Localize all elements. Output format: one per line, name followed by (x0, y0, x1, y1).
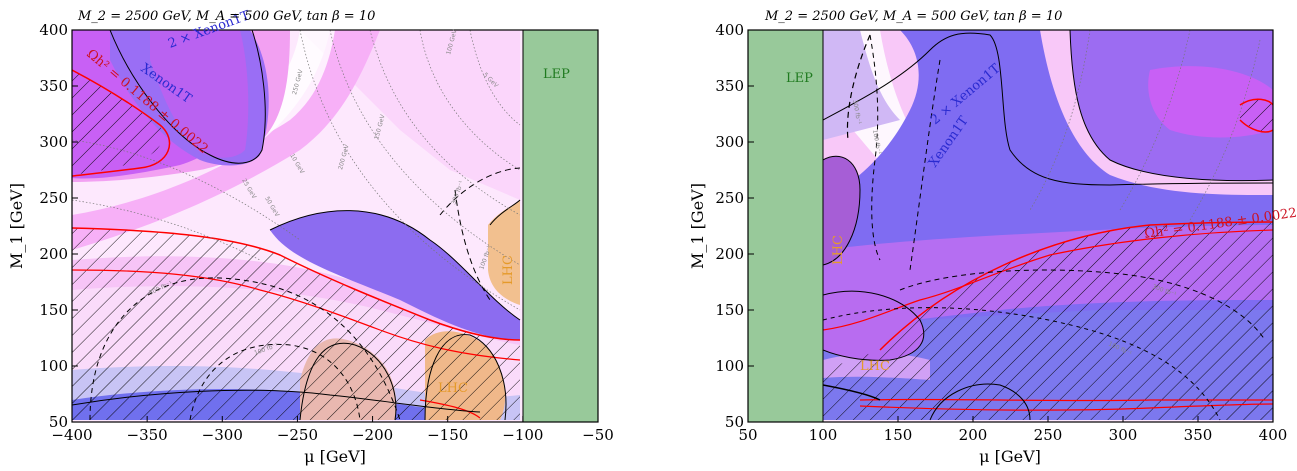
left-lep-label: LEP (543, 67, 570, 82)
left-y-axis-label: M_1 [GeV] (7, 183, 26, 269)
right-lhc-label-2: LHC (860, 359, 890, 374)
left-y-tick-label: 200 (39, 245, 68, 263)
right-relic-line-2 (823, 229, 1273, 331)
right-y-ticks: 50 100 150 200 250 300 350 400 (715, 21, 754, 431)
left-x-axis-label: μ [GeV] (304, 447, 366, 466)
right-y-tick-label: 300 (715, 133, 744, 151)
right-x-tick-label: 300 (1109, 426, 1138, 444)
right-x-tick-label: 350 (1184, 426, 1213, 444)
right-y-tick-label: 100 (715, 357, 744, 375)
left-x-tick-label: −100 (502, 426, 543, 444)
right-lumi-300-label-upper: 300 fb⁻¹ (851, 99, 862, 125)
right-y-tick-label: 350 (715, 77, 744, 95)
right-lumi-dash-2 (869, 34, 881, 261)
left-lumi-contour-upper-1 (454, 189, 491, 301)
right-y-axis-label: M_1 [GeV] (688, 183, 707, 269)
left-lhc-contour-2 (424, 334, 507, 421)
left-mid-xenon (270, 210, 520, 340)
left-mid-contour (269, 210, 521, 321)
left-x-tick-label: −150 (427, 426, 468, 444)
right-hatch-upper (1240, 99, 1273, 132)
left-lhc-label-2: LHC (438, 381, 468, 396)
left-xenon-core (150, 30, 249, 158)
right-x-tick-label: 150 (884, 426, 913, 444)
right-x-axis-label: μ [GeV] (979, 447, 1041, 466)
left-y-tick-label: 300 (39, 133, 68, 151)
left-x-ticks: −400 −350 −300 −250 −200 −150 −100 −50 (51, 416, 614, 444)
right-lumi-dash-3 (909, 59, 941, 271)
left-relic-line-4 (419, 399, 481, 419)
left-panel: LEP LHC LHC Xenon1T 2 × Xenon1T Ωh² = 0.… (7, 8, 614, 466)
left-band-pink (72, 30, 380, 250)
right-region-lavender (823, 30, 900, 140)
left-y-tick-label: 50 (49, 413, 68, 431)
left-hatch-bottom (72, 228, 520, 420)
left-x-tick-label: −400 (51, 426, 92, 444)
right-relic-line-1 (879, 221, 1273, 351)
left-y-ticks: 50 100 150 200 250 300 350 400 (39, 21, 78, 431)
left-plot-frame (71, 29, 599, 423)
right-xenon-upper-contour (1069, 30, 1273, 182)
left-y-tick-label: 400 (39, 21, 68, 39)
left-relic-line-2 (72, 69, 171, 177)
right-lhc-label-1: LHC (831, 235, 846, 265)
right-bottom-contour (929, 383, 1031, 421)
right-lumi-dash-1 (846, 34, 871, 141)
right-x-ticks: 50 100 150 200 250 300 350 400 (738, 416, 1287, 444)
left-y-tick-label: 150 (39, 301, 68, 319)
left-mass-contours (72, 30, 521, 311)
left-relic-line-3 (72, 269, 521, 361)
right-lhc-contour-1 (823, 155, 861, 266)
right-relic-line-4 (859, 403, 1273, 411)
left-region-pale (72, 30, 520, 200)
left-x-tick-label: −50 (582, 426, 614, 444)
right-lumi-100-label-upper: 100 fb⁻¹ (871, 129, 882, 155)
right-y-tick-label: 250 (715, 189, 744, 207)
right-chart-title: M_2 = 2500 GeV, M_A = 500 GeV, tan β = 1… (764, 9, 1062, 24)
right-mass-contours (1029, 30, 1261, 221)
left-lhc-region-3 (488, 200, 520, 305)
right-plot-frame (747, 29, 1274, 423)
left-x-tick-label: −300 (202, 426, 243, 444)
right-relic-line-3 (859, 398, 1273, 402)
left-bottom-contour (72, 389, 481, 413)
right-lhc-contour-2 (823, 290, 925, 361)
right-relic-line-5 (1239, 98, 1273, 106)
left-lumi-300-contour (89, 277, 401, 421)
right-y-tick-label: 400 (715, 21, 744, 39)
right-x-tick-label: 50 (738, 426, 757, 444)
left-xenon-contour (109, 30, 266, 164)
right-relic-line-6 (1239, 119, 1273, 133)
right-lep-region (748, 30, 823, 422)
right-lumi-300-contour (899, 269, 1266, 341)
left-relic-line-1 (72, 227, 521, 341)
right-xenon-contour (823, 32, 1273, 186)
left-x-tick-label: −350 (127, 426, 168, 444)
right-y-tick-label: 150 (715, 301, 744, 319)
right-x-tick-label: 400 (1259, 426, 1288, 444)
left-x-tick-label: −250 (277, 426, 318, 444)
right-lep-label: LEP (786, 71, 813, 86)
left-lhc-label-1: LHC (501, 255, 516, 285)
left-y-tick-label: 350 (39, 77, 68, 95)
left-lep-region (523, 30, 598, 422)
left-lumi-100-contour (189, 343, 361, 421)
right-bottom-contour-2 (823, 384, 881, 401)
right-panel: LEP LHC LHC Xenon1T 2 × Xenon1T Ωh² = 0.… (688, 9, 1297, 466)
left-lhc-contour-1 (299, 342, 397, 421)
left-y-tick-label: 250 (39, 189, 68, 207)
left-x-tick-label: −200 (352, 426, 393, 444)
left-y-tick-label: 100 (39, 357, 68, 375)
right-y-tick-label: 200 (715, 245, 744, 263)
right-hatch-region (823, 222, 1273, 420)
left-hatch-top (72, 70, 163, 175)
right-x-tick-label: 100 (809, 426, 838, 444)
left-chart-title: M_2 = 2500 GeV, M_A = 500 GeV, tan β = 1… (77, 9, 375, 24)
right-y-tick-label: 50 (725, 413, 744, 431)
right-x-tick-label: 200 (959, 426, 988, 444)
left-lhc-contour-3 (489, 199, 521, 226)
right-x-tick-label: 250 (1034, 426, 1063, 444)
